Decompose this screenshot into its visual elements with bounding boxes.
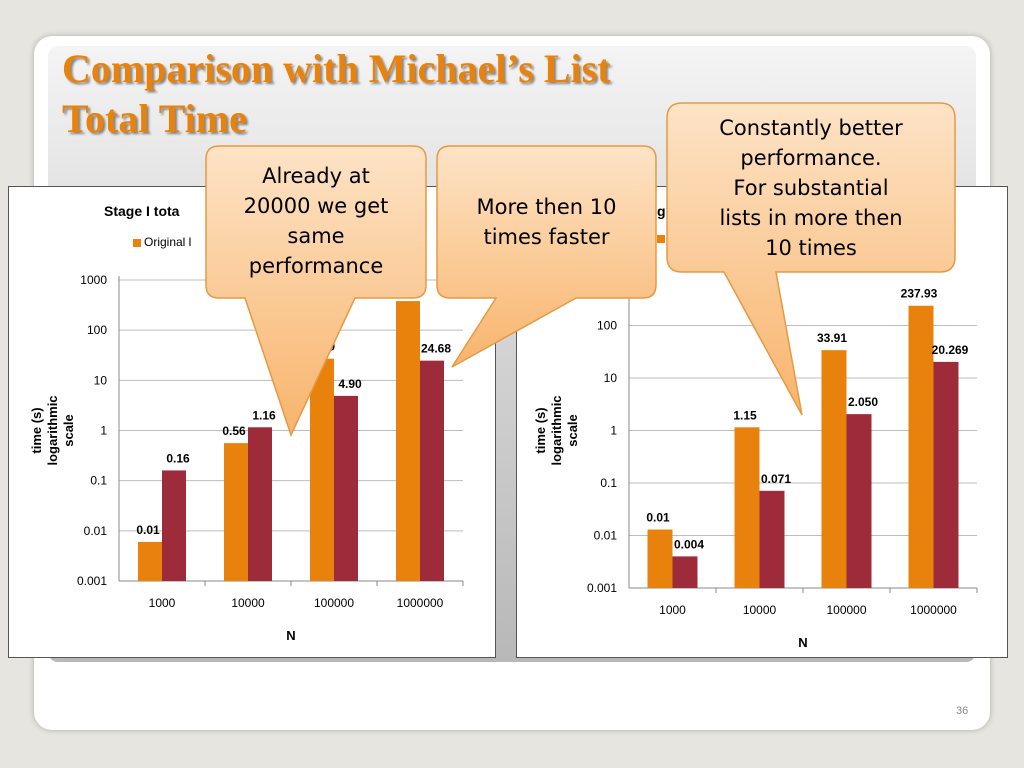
x-tick-label: 10000 [743, 603, 777, 617]
bar [908, 305, 934, 588]
x-tick-label: 100000 [826, 603, 866, 617]
chart-stage-two-title: g [657, 203, 666, 219]
x-tick-label: 1000 [149, 596, 176, 610]
y-tick-label: 0.1 [90, 474, 107, 488]
chart-stage-two-plot: 0.001 0.01 0.1 1 10 100 1000 0.01 0.004 10000 1.15… [533, 269, 978, 650]
bar [933, 361, 959, 588]
x-tick-label: 10000 [231, 596, 265, 610]
data-label: 2.050 [848, 395, 878, 409]
data-label: 1.16 [252, 408, 276, 422]
callout-bubble-shape [436, 145, 657, 368]
bar [672, 556, 698, 588]
bar [647, 529, 673, 588]
y-axis-title: time (s)logarithmicscale [533, 395, 580, 465]
bar [224, 443, 248, 581]
y-tick-label: 1 [610, 424, 617, 438]
bar [734, 427, 760, 588]
y-tick-label: 0.1 [600, 476, 617, 490]
chart-stage-one-title: Stage I tota [104, 203, 180, 219]
legend-swatch-orange [657, 234, 665, 243]
callout-already-line3: same [287, 224, 345, 248]
data-label: 4.90 [338, 377, 362, 391]
bar [334, 395, 358, 581]
y-tick-label: 0.001 [587, 581, 617, 595]
y-tick-label: 100 [87, 323, 107, 337]
data-label: 0.01 [136, 523, 160, 537]
y-axis-title-line: logarithmic [549, 395, 564, 465]
callout-better-line1: Constantly better [719, 116, 903, 140]
data-label: 1.15 [733, 408, 757, 422]
callout-better-line4: lists in more then [719, 206, 903, 230]
bar [248, 427, 272, 581]
x-axis-title: N [798, 635, 807, 650]
data-label: 24.68 [421, 342, 451, 356]
slide-title-line2: Total Time [62, 96, 247, 141]
y-axis-title-line: time (s) [533, 407, 548, 453]
y-tick-label: 0.01 [594, 529, 618, 543]
callout-better-line5: 10 times [765, 236, 857, 260]
y-tick-label: 1000 [80, 273, 107, 287]
data-label: 20.269 [932, 343, 969, 357]
callout-faster-line2: times faster [483, 225, 610, 249]
slide-title: Comparison with Michael’s List Total Tim… [62, 44, 611, 144]
y-tick-label: 0.001 [77, 574, 107, 588]
y-axis-title-line: scale [61, 414, 76, 447]
bar [162, 470, 186, 581]
bar [396, 301, 420, 581]
data-label: 237.93 [901, 287, 938, 301]
callout-bubble-shape [666, 102, 956, 416]
callout-better-line2: performance. [740, 146, 882, 170]
callout-already-line2: 20000 we get [243, 194, 389, 218]
y-axis-title-line: logarithmic [45, 395, 60, 465]
bar [310, 358, 334, 581]
data-label: 0.16 [166, 451, 190, 465]
x-tick-label: 1000000 [910, 603, 957, 617]
callout-already-line1: Already at [262, 164, 370, 188]
data-label: 0.071 [761, 472, 791, 486]
data-label: 0.004 [674, 537, 704, 551]
legend-swatch-orange [133, 238, 141, 247]
slide-title-line1: Comparison with Michael’s List [62, 46, 611, 91]
x-tick-label: 1000000 [397, 596, 444, 610]
data-label: 0.01 [646, 511, 670, 525]
y-tick-label: 10 [604, 371, 618, 385]
callout-bubble-shape [205, 145, 427, 438]
page-number: 36 [956, 705, 969, 717]
chart-stage-one-legend: Original l [133, 235, 191, 249]
y-axis-title: time (s)logarithmicscale [29, 395, 76, 465]
bar [846, 414, 872, 588]
bar [138, 541, 162, 581]
legend-label-original: Original l [144, 235, 192, 249]
y-tick-label: 1 [100, 424, 107, 438]
data-label: 33.91 [817, 331, 847, 345]
callout-better-line3: For substantial [733, 176, 889, 200]
y-tick-label: 100 [597, 319, 617, 333]
chart-stage-two-legend [657, 231, 668, 245]
x-tick-label: 100000 [314, 596, 354, 610]
x-axis-title: N [286, 628, 295, 643]
bar [821, 350, 847, 588]
y-axis-title-line: time (s) [29, 407, 44, 453]
callout-already-line4: performance [248, 254, 384, 278]
data-label: 0.56 [222, 424, 246, 438]
y-tick-label: 0.01 [84, 524, 108, 538]
callout-faster-line1: More then 10 [476, 195, 617, 219]
y-axis-title-line: scale [565, 414, 580, 447]
y-tick-label: 10 [94, 373, 108, 387]
x-tick-label: 1000 [659, 603, 686, 617]
bar [759, 490, 785, 588]
bar [420, 360, 444, 581]
